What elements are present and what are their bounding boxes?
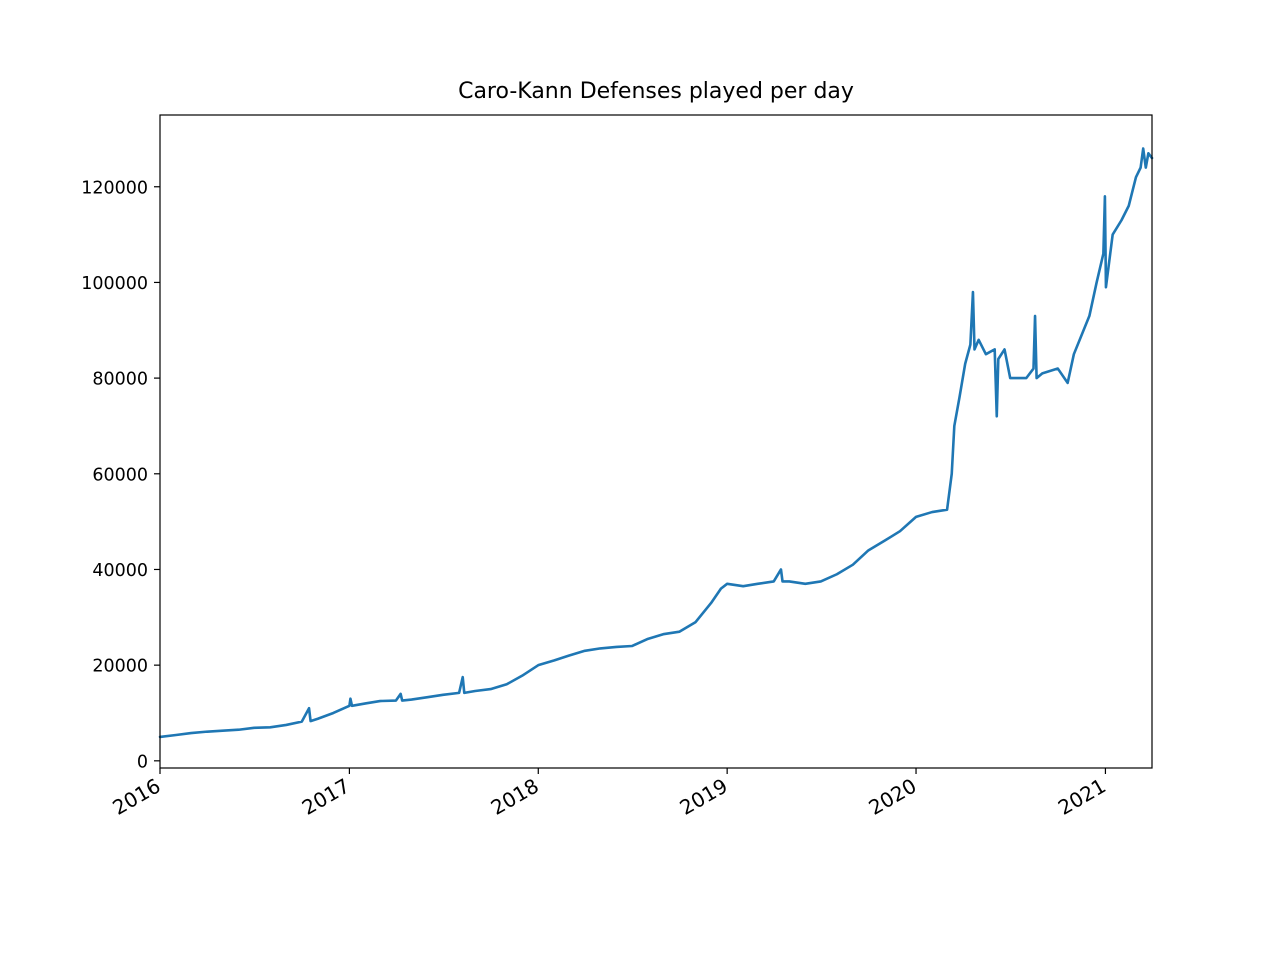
y-tick-label-6: 120000 <box>81 178 148 198</box>
y-tick-label-4: 80000 <box>92 370 148 390</box>
x-tick-label-4: 2020 <box>864 774 920 820</box>
y-tick-label-3: 60000 <box>92 465 148 485</box>
y-tick-label-5: 100000 <box>81 274 148 294</box>
plot-area-frame <box>159 114 1153 769</box>
y-axis: 0 20000 40000 60000 80000 100000 120000 <box>81 178 160 772</box>
series-layer <box>158 147 1154 739</box>
x-tick-label-2: 2018 <box>487 774 543 820</box>
x-tick-label-1: 2017 <box>298 774 354 820</box>
x-tick-label-0: 2016 <box>108 774 164 820</box>
series-line-0 <box>158 147 1154 739</box>
y-tick-label-0: 0 <box>137 752 148 772</box>
x-tick-label-3: 2019 <box>676 774 732 820</box>
x-tick-label-5: 2021 <box>1054 774 1110 820</box>
y-tick-label-1: 20000 <box>92 657 148 677</box>
y-tick-label-2: 40000 <box>92 561 148 581</box>
chart-title: Caro-Kann Defenses played per day <box>458 79 854 104</box>
x-axis: 2016 2017 2018 2019 2020 2021 <box>108 768 1110 820</box>
